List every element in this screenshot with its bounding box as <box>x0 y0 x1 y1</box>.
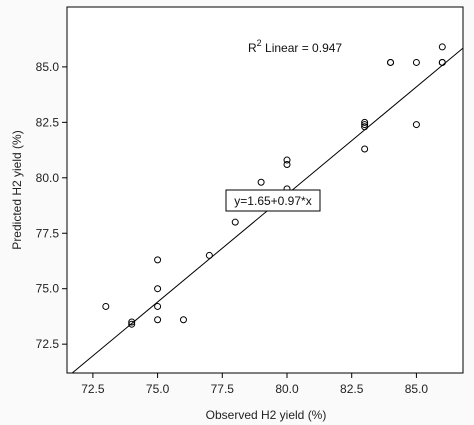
r-squared-annotation: R2 Linear = 0.947 <box>248 38 342 55</box>
data-point <box>361 145 369 153</box>
data-point <box>361 118 369 126</box>
y-tick-label: 75.0 <box>36 282 60 296</box>
x-tick-label: 82.5 <box>340 382 364 396</box>
data-point <box>154 285 162 293</box>
data-point <box>387 58 395 66</box>
data-point <box>361 121 369 129</box>
data-point <box>154 256 162 264</box>
y-axis-title: Predicted H2 yield (%) <box>10 130 24 249</box>
data-point <box>102 302 110 310</box>
x-tick-label: 77.5 <box>211 382 235 396</box>
fit-line-layer <box>71 47 463 373</box>
r-squared-value: Linear = 0.947 <box>262 41 343 55</box>
data-points-layer <box>102 43 446 328</box>
data-point <box>361 123 369 131</box>
data-point <box>205 251 213 259</box>
data-point <box>154 316 162 324</box>
data-point <box>438 58 446 66</box>
x-tick-label: 72.5 <box>81 382 105 396</box>
y-tick-label: 72.5 <box>36 337 60 351</box>
x-tick-label: 85.0 <box>405 382 429 396</box>
x-tick-label: 80.0 <box>275 382 299 396</box>
regression-line <box>71 47 463 373</box>
data-point <box>412 58 420 66</box>
y-tick-label: 85.0 <box>36 60 60 74</box>
data-point <box>412 121 420 129</box>
data-point <box>283 160 291 168</box>
data-point <box>438 43 446 51</box>
data-point <box>154 302 162 310</box>
r-squared-superscript: 2 <box>257 38 262 48</box>
x-axis-ticks: 72.5 75.0 77.5 80.0 82.5 85.0 <box>81 373 428 396</box>
x-tick-label: 75.0 <box>146 382 170 396</box>
x-axis-title: Observed H2 yield (%) <box>206 408 327 422</box>
y-axis-ticks: 72.5 75.0 77.5 80.0 82.5 85.0 <box>36 60 67 351</box>
data-point <box>231 218 239 226</box>
y-tick-label: 80.0 <box>36 171 60 185</box>
r-squared-prefix: R <box>248 41 257 55</box>
data-point <box>257 178 265 186</box>
data-point <box>283 156 291 164</box>
data-point <box>179 316 187 324</box>
y-tick-label: 77.5 <box>36 226 60 240</box>
equation-label-box <box>225 189 321 212</box>
y-tick-label: 82.5 <box>36 115 60 129</box>
data-point <box>128 320 136 328</box>
data-point <box>128 318 136 326</box>
equation-label: y=1.65+0.97*x <box>234 194 311 208</box>
